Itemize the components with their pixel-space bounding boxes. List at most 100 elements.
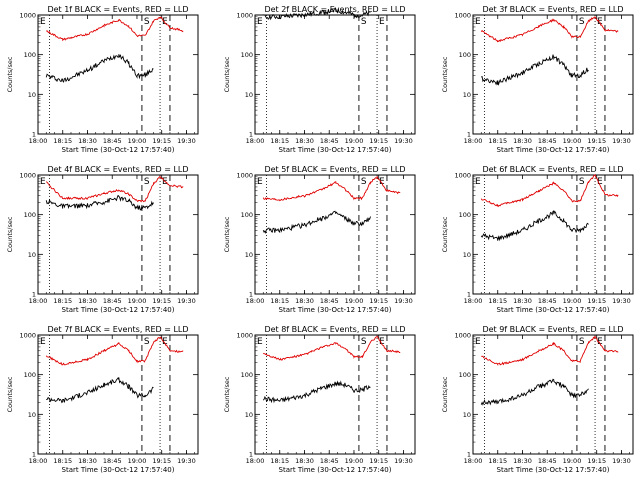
- x-tick-label: 18:30: [513, 137, 532, 145]
- x-axis-label: Start Time (30-Oct-12 17:57:40): [279, 466, 392, 474]
- y-tick-label: 10: [245, 91, 253, 99]
- events-series-line: [480, 54, 589, 87]
- y-tick-label: 10: [28, 251, 36, 259]
- events-series-line: [480, 378, 589, 406]
- detector-panel-4: Det 4f BLACK = Events, RED = LLD 18:00 18:…: [6, 165, 199, 314]
- x-axis-label-prefix: Start Time: [279, 146, 318, 154]
- x-tick-label: 19:00: [563, 297, 582, 305]
- x-tick-label: 19:00: [345, 297, 364, 305]
- y-tick-label: 1000: [236, 172, 253, 180]
- x-tick-label: 19:30: [394, 457, 413, 465]
- x-tick-label: 18:45: [320, 457, 339, 465]
- detector-panel-2: Det 2f BLACK = Events, RED = LLD 18:00 18:…: [223, 5, 416, 154]
- x-axis-label: Start Time (30-Oct-12 17:57:40): [279, 146, 392, 154]
- x-axis-label-prefix: Start Time: [62, 306, 101, 314]
- panel-title: Det 5f BLACK = Events, RED = LLD: [264, 165, 405, 174]
- plot-frame: [254, 14, 416, 135]
- marker-letter: E: [162, 337, 168, 347]
- lld-series-line: [480, 15, 619, 43]
- detector-panel-9: Det 9f BLACK = Events, RED = LLD 18:00 18:…: [441, 325, 634, 474]
- x-tick-label: 19:15: [369, 137, 388, 145]
- panel-title: Det 3f BLACK = Events, RED = LLD: [482, 5, 623, 14]
- x-tick-label: 18:15: [53, 137, 72, 145]
- marker-letter: S: [361, 17, 367, 27]
- y-tick-label: 1000: [236, 12, 253, 20]
- x-tick-label: 19:30: [177, 457, 196, 465]
- y-axis-label: Counts/sec: [441, 216, 449, 252]
- x-tick-label: 19:00: [345, 457, 364, 465]
- y-tick-label: 10: [463, 251, 471, 259]
- x-axis-label: Start Time (30-Oct-12 17:57:40): [497, 466, 610, 474]
- lld-series-line: [45, 175, 184, 203]
- x-axis-label: Start Time (30-Oct-12 17:57:40): [497, 306, 610, 314]
- x-tick-label: 18:30: [295, 457, 314, 465]
- x-axis-label: Start Time (30-Oct-12 17:57:40): [497, 146, 610, 154]
- y-axis-label: Counts/sec: [6, 376, 14, 412]
- marker-letter: S: [579, 17, 585, 27]
- y-tick-label: 100: [24, 211, 36, 219]
- marker-letter: E: [257, 177, 263, 187]
- x-tick-label: 18:30: [513, 457, 532, 465]
- x-tick-label: 18:15: [53, 457, 72, 465]
- y-axis-label: Counts/sec: [6, 56, 14, 92]
- panel-title: Det 8f BLACK = Events, RED = LLD: [264, 325, 405, 334]
- x-tick-label: 18:00: [464, 457, 483, 465]
- x-axis-label: Start Time (30-Oct-12 17:57:40): [279, 306, 392, 314]
- plot-frame: [472, 334, 634, 455]
- x-axis-label-prefix: Start Time: [497, 306, 536, 314]
- marker-letter: E: [379, 337, 385, 347]
- marker-letter: S: [361, 177, 367, 187]
- plot-frame: [254, 334, 416, 455]
- x-tick-label: 19:00: [563, 137, 582, 145]
- x-tick-label: 19:30: [177, 297, 196, 305]
- x-tick-label: 18:30: [295, 137, 314, 145]
- y-tick-label: 100: [24, 371, 36, 379]
- x-tick-label: 18:45: [103, 297, 122, 305]
- x-tick-label: 18:45: [320, 297, 339, 305]
- x-axis-label-start: (30-Oct-12 17:57:40): [317, 146, 392, 154]
- y-tick-label: 1000: [19, 172, 36, 180]
- y-tick-label: 1: [32, 131, 36, 139]
- x-tick-label: 18:00: [246, 137, 265, 145]
- marker-letter: E: [379, 17, 385, 27]
- x-axis-label-start: (30-Oct-12 17:57:40): [535, 146, 610, 154]
- x-axis-label-prefix: Start Time: [279, 466, 318, 474]
- x-tick-label: 19:15: [587, 137, 606, 145]
- x-tick-label: 18:00: [29, 457, 48, 465]
- x-tick-label: 18:15: [270, 137, 289, 145]
- x-tick-label: 18:15: [488, 137, 507, 145]
- x-tick-label: 18:30: [78, 297, 97, 305]
- y-tick-label: 100: [241, 211, 253, 219]
- y-tick-label: 10: [245, 251, 253, 259]
- events-series-line: [45, 54, 154, 83]
- detector-panel-6: Det 6f BLACK = Events, RED = LLD 18:00 18:…: [441, 165, 634, 314]
- x-tick-label: 18:00: [29, 137, 48, 145]
- x-tick-label: 19:30: [612, 457, 631, 465]
- y-tick-label: 1: [467, 291, 471, 299]
- y-tick-label: 1: [32, 451, 36, 459]
- x-tick-label: 18:00: [464, 137, 483, 145]
- y-axis-label: Counts/sec: [223, 376, 231, 412]
- x-tick-label: 18:30: [513, 297, 532, 305]
- marker-letter: S: [579, 177, 585, 187]
- y-tick-label: 100: [241, 371, 253, 379]
- marker-letter: E: [40, 177, 46, 187]
- x-tick-label: 18:45: [103, 457, 122, 465]
- x-tick-label: 19:00: [563, 457, 582, 465]
- x-tick-label: 19:15: [152, 137, 171, 145]
- x-tick-label: 18:30: [78, 137, 97, 145]
- x-tick-label: 19:15: [369, 297, 388, 305]
- y-axis-label: Counts/sec: [441, 376, 449, 412]
- panel-title: Det 1f BLACK = Events, RED = LLD: [47, 5, 188, 14]
- lld-series-line: [262, 175, 401, 202]
- y-axis-label: Counts/sec: [223, 56, 231, 92]
- x-tick-label: 18:15: [270, 457, 289, 465]
- x-tick-label: 18:00: [29, 297, 48, 305]
- detector-panel-5: Det 5f BLACK = Events, RED = LLD 18:00 18:…: [223, 165, 416, 314]
- y-tick-label: 1000: [454, 332, 471, 340]
- x-axis-label-start: (30-Oct-12 17:57:40): [317, 466, 392, 474]
- y-axis-label: Counts/sec: [6, 216, 14, 252]
- events-series-line: [262, 210, 371, 235]
- x-axis-label-prefix: Start Time: [279, 306, 318, 314]
